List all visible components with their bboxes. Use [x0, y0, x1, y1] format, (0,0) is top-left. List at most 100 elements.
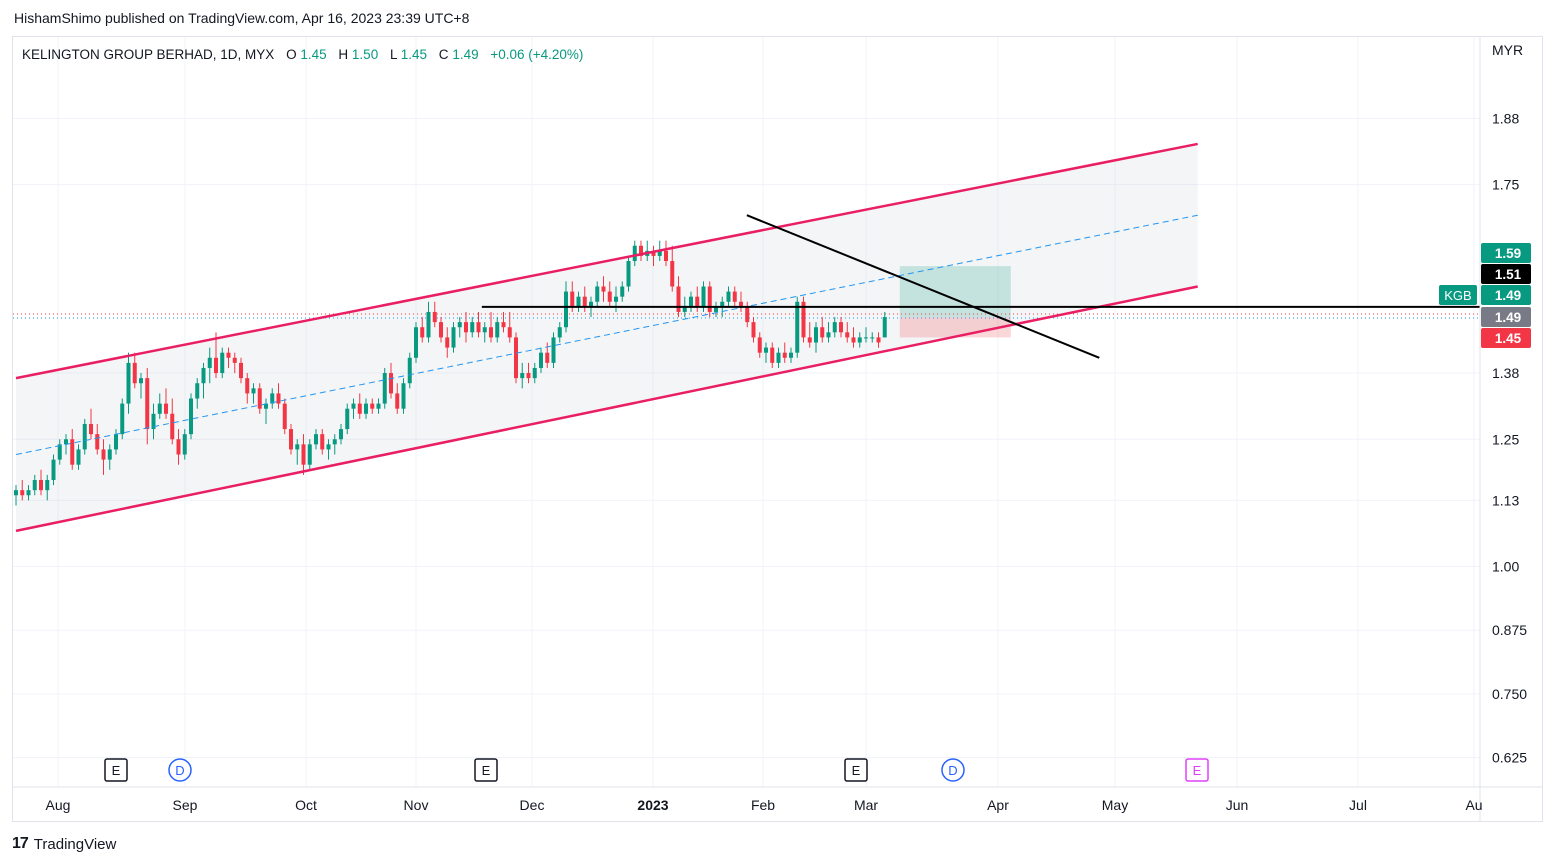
candle-body: [364, 403, 368, 414]
candle-body: [220, 352, 225, 374]
candle-body: [107, 449, 112, 460]
tradingview-brand[interactable]: 17 TradingView: [12, 835, 116, 853]
candle-body: [570, 291, 575, 307]
candle-body: [382, 373, 387, 404]
dividend-marker-label: D: [175, 763, 184, 778]
y-tick-label: 1.38: [1492, 365, 1519, 381]
legend-high-label: H: [338, 47, 348, 62]
published-info: HishamShimo published on TradingView.com…: [14, 10, 470, 26]
x-tick-label: Aug: [46, 797, 71, 813]
candle-body: [664, 250, 668, 262]
x-tick-label: Nov: [404, 797, 429, 813]
dividend-marker-label: D: [948, 763, 957, 778]
price-axis[interactable]: 1.88 1.75 1.38 1.25 1.13 1.00 0.875 0.750 0.625: [1492, 110, 1527, 765]
currency-label: MYR: [1492, 42, 1523, 58]
candle-body: [20, 490, 25, 496]
candle-body: [251, 388, 256, 394]
candle-body: [551, 337, 556, 363]
candle-body: [164, 403, 168, 414]
candle-body: [14, 490, 18, 496]
x-tick-label: 2023: [637, 797, 668, 813]
candle-body: [676, 286, 681, 312]
candle-body: [439, 322, 443, 338]
x-tick-label: Dec: [520, 797, 545, 813]
y-tick-label: 1.00: [1492, 559, 1519, 575]
candle-body: [207, 357, 212, 368]
candle-body: [157, 403, 162, 414]
tradingview-logo-icon: 17: [12, 835, 29, 852]
candle-body: [801, 301, 806, 338]
candle-body: [214, 357, 218, 374]
candle-body: [395, 393, 400, 409]
candle-body: [514, 337, 518, 379]
candle-body: [601, 286, 606, 292]
candle-body: [414, 327, 418, 358]
candle-body: [789, 352, 793, 358]
x-tick-label: Sep: [173, 797, 198, 813]
legend-open-label: O: [286, 47, 297, 62]
candle-body: [614, 296, 618, 302]
candle-body: [326, 444, 331, 450]
candle-body: [39, 479, 43, 491]
candle-body: [401, 383, 406, 409]
candle-body: [239, 362, 243, 379]
candle-body: [339, 429, 343, 440]
earnings-marker: [1185, 758, 1209, 782]
legend-low: 1.45: [401, 47, 427, 62]
candle-body: [301, 444, 306, 465]
candle-body: [295, 444, 300, 450]
candle-body: [620, 286, 625, 297]
candle-body: [151, 413, 156, 430]
legend: KELINGTON GROUP BERHAD, 1D, MYX O 1.45 H…: [22, 47, 583, 62]
candle-body: [282, 403, 287, 430]
candle-body: [745, 306, 750, 323]
candle-body: [407, 357, 412, 384]
candle-body: [845, 332, 850, 338]
earnings-marker: [104, 758, 128, 782]
candle-body: [832, 322, 837, 333]
drawings-back: [13, 143, 1480, 531]
dividend-marker: [941, 758, 965, 782]
candle-body: [876, 337, 881, 343]
drawings-front: [15, 142, 1480, 533]
candle-body: [51, 459, 56, 480]
price-label: 1.49: [1495, 310, 1521, 325]
candle-body: [289, 429, 293, 450]
candle-body: [45, 479, 50, 491]
candle-body: [701, 286, 706, 307]
price-labels: 1.59 1.51 1.49 KGB 1.49 1.45: [1439, 243, 1531, 348]
candle-body: [264, 403, 268, 409]
candle-body: [657, 250, 662, 256]
candle-body: [476, 322, 481, 333]
candle-body: [389, 373, 393, 394]
candle-body: [507, 327, 512, 338]
candle-body: [870, 337, 875, 339]
legend-close: 1.49: [452, 47, 478, 62]
candle-body: [351, 403, 356, 409]
candle-body: [851, 337, 856, 343]
legend-change: +0.06 (+4.20%): [490, 47, 583, 62]
time-axis[interactable]: Aug Sep Oct Nov Dec 2023 Feb Mar Apr May Jun Jul Au: [46, 797, 1483, 813]
candle-body: [307, 444, 312, 465]
candle-body: [726, 291, 731, 302]
candle-body: [589, 301, 593, 307]
candle-body: [639, 245, 643, 256]
candle-body: [170, 413, 175, 440]
candle-body: [795, 301, 800, 353]
candle-body: [557, 327, 562, 338]
price-label-box: [1481, 264, 1531, 284]
candle-body: [770, 347, 775, 363]
y-tick-label: 0.875: [1492, 622, 1527, 638]
candle-body: [695, 296, 700, 307]
candles: [14, 240, 887, 506]
candle-body: [226, 352, 231, 358]
legend-symbol: KELINGTON GROUP BERHAD, 1D, MYX: [22, 47, 274, 62]
price-label: 1.59: [1495, 246, 1521, 261]
candle-body: [764, 347, 768, 353]
candle-body: [495, 322, 500, 338]
x-tick-label: Jul: [1349, 797, 1367, 813]
candle-body: [707, 286, 712, 312]
candle-body: [720, 301, 725, 307]
earnings-marker-label: E: [482, 763, 491, 778]
